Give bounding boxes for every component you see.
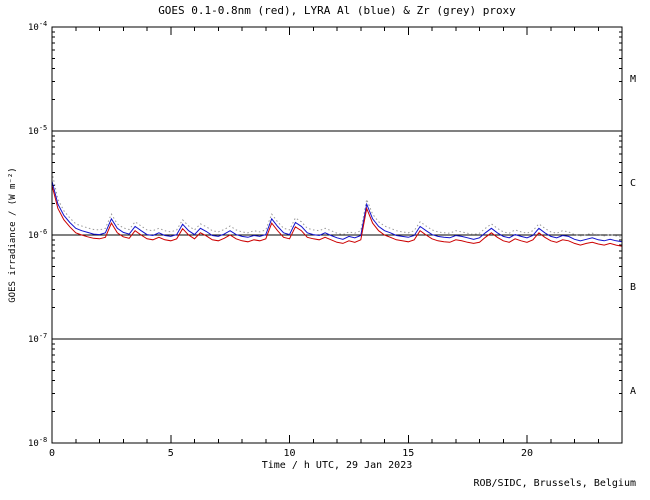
series-lyra-al-proxy <box>51 180 623 243</box>
credit-text: ROB/SIDC, Brussels, Belgium <box>473 478 636 489</box>
x-tick-label: 10 <box>283 448 295 459</box>
y-tick-label: 10-4 <box>28 20 47 33</box>
flare-class-label: C <box>630 178 636 189</box>
y-tick-label: 10-8 <box>28 436 47 449</box>
plot-frame <box>51 26 623 444</box>
x-tick-label: 0 <box>49 448 55 459</box>
series-lyra-zr-proxy <box>51 172 623 238</box>
y-tick-label: 10-7 <box>28 332 47 345</box>
series-goes-0-1-0-8nm <box>51 185 623 247</box>
flare-class-label: M <box>630 74 636 85</box>
flare-class-label: B <box>630 282 636 293</box>
y-tick-label: 10-5 <box>28 124 47 137</box>
chart-title: GOES 0.1-0.8nm (red), LYRA Al (blue) & Z… <box>158 4 516 17</box>
x-tick-label: 5 <box>168 448 174 459</box>
y-tick-label: 10-6 <box>28 228 47 241</box>
x-axis-label: Time / h UTC, 29 Jan 2023 <box>261 460 413 471</box>
flare-class-label: A <box>630 386 636 397</box>
x-tick-label: 15 <box>402 448 414 459</box>
x-tick-label: 20 <box>521 448 533 459</box>
